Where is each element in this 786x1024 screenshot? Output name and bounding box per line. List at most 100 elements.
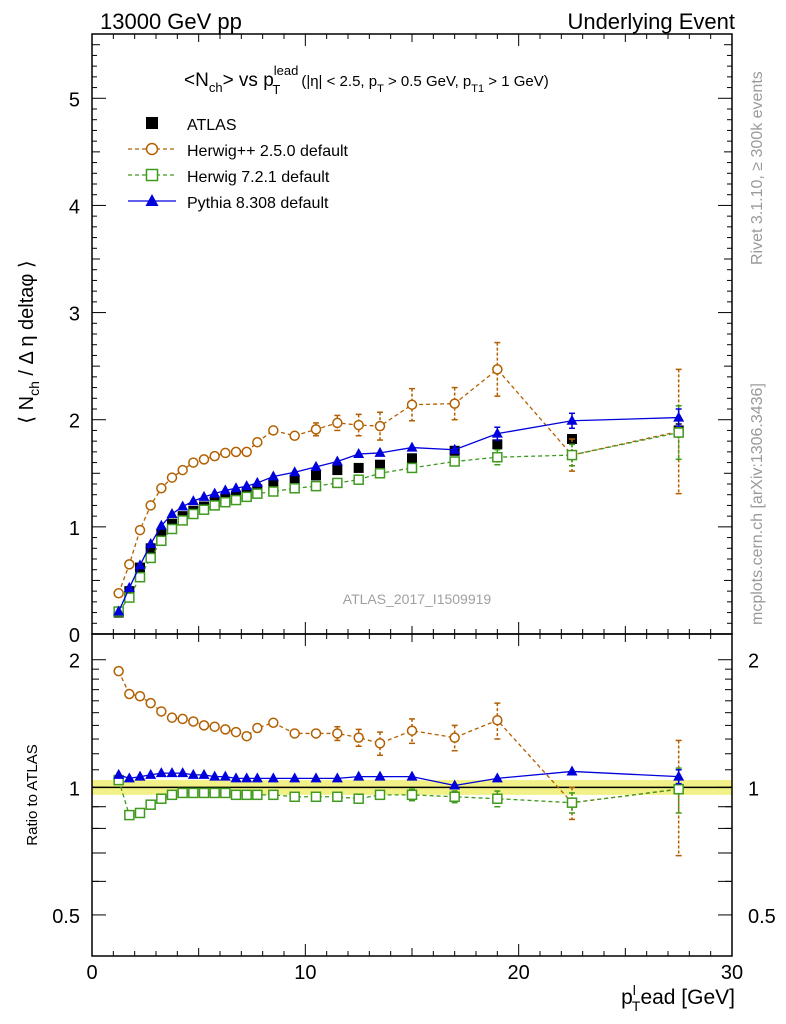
ratio-pythia-point — [113, 768, 125, 779]
ratio-axis-ticks: 0 10 20 30 0.5 0.5 1 1 2 2 — [52, 634, 776, 984]
ratio-herwig7-point — [124, 809, 135, 821]
title-cuts-sub-t: T — [377, 83, 384, 95]
ratio-herwigpp-point — [198, 720, 210, 731]
ratio-herwig7-point — [289, 791, 300, 803]
main-pythia-point — [177, 500, 189, 511]
legend-marker-atlas — [146, 117, 158, 129]
main-herwigpp-point — [113, 588, 124, 599]
ratio-pythia-point — [374, 770, 386, 781]
x-label-p: p — [621, 986, 633, 1009]
rivet-version-label: Rivet 3.1.10, ≥ 300k events — [749, 71, 766, 265]
main-y-tick-label: 3 — [69, 304, 80, 326]
main-herwig7-point — [406, 462, 418, 474]
main-pythia-point — [187, 495, 199, 506]
main-herwigpp-point — [220, 447, 231, 459]
main-herwigpp-point — [124, 559, 135, 570]
main-pythia-point — [198, 490, 210, 501]
ratio-herwig7-point — [156, 793, 167, 804]
main-herwigpp-point — [289, 430, 300, 442]
legend-label-pythia: Pythia 8.308 default — [187, 195, 329, 212]
ratio-pythia-point — [134, 770, 146, 781]
main-herwig7-point — [252, 488, 263, 499]
main-herwig7-point — [566, 449, 578, 461]
main-y-tick-label: 5 — [69, 89, 80, 111]
main-pythia-point — [289, 466, 301, 477]
main-herwig7-point — [268, 486, 279, 497]
ratio-herwig7-point — [252, 789, 263, 801]
x-label-rest: ead [GeV] — [640, 986, 735, 1009]
main-pythia-point — [310, 460, 322, 471]
ratio-herwig7-point — [177, 787, 188, 799]
main-herwigpp-point — [310, 424, 322, 435]
ratio-pythia-point — [353, 770, 365, 781]
main-pythia-point — [113, 605, 125, 616]
title-sup-lead: lead — [274, 63, 299, 78]
ratio-herwigpp-point — [252, 722, 263, 734]
main-herwig7-point — [166, 523, 178, 535]
ratio-pythia-point — [177, 767, 189, 778]
ratio-herwigpp-point — [230, 726, 242, 738]
legend-marker-pythia — [145, 194, 159, 206]
main-atlas-point — [156, 529, 167, 540]
main-atlas-point — [311, 470, 321, 481]
ratio-herwigpp-point — [166, 712, 178, 723]
ratio-pythia-point — [145, 768, 157, 779]
ratio-herwig7-point — [209, 787, 220, 799]
ratio-herwigpp-point — [134, 691, 146, 702]
ratio-y-axis-label: Ratio to ATLAS — [24, 744, 41, 845]
ratio-herwigpp-point — [145, 697, 156, 709]
ratio-herwigpp-point — [188, 716, 199, 727]
legend-marker-herwig7 — [145, 168, 159, 182]
ratio-data-marks — [92, 665, 732, 857]
ratio-herwigpp-point — [268, 717, 279, 729]
legend-label-herwig7: Herwig 7.2.1 default — [187, 169, 330, 186]
main-herwig7-point — [492, 451, 503, 463]
ratio-herwigpp-point — [374, 738, 386, 749]
main-axis-ticks: 0 1 2 3 4 5 — [69, 33, 733, 647]
ratio-herwig7-point — [230, 789, 242, 801]
title-text-b: > vs p — [223, 70, 274, 91]
main-pythia-point — [566, 414, 578, 425]
main-pythia-point — [673, 411, 685, 422]
main-herwigpp-point — [252, 436, 263, 448]
ratio-pythia-point — [187, 768, 199, 779]
ratio-herwig7-point — [166, 789, 178, 801]
ratio-y-tick-label: 2 — [69, 651, 80, 673]
main-atlas-point — [353, 462, 364, 473]
ratio-herwig7-point — [332, 791, 343, 803]
main-pythia-point — [209, 487, 221, 498]
main-pythia-point — [145, 538, 157, 548]
main-herwigpp-point — [492, 364, 503, 375]
ratio-pythia-point — [155, 767, 167, 778]
ratio-herwig7-point — [220, 787, 231, 799]
main-atlas-point — [332, 465, 343, 476]
title-text-a: <N — [184, 70, 209, 91]
main-pythia-point — [331, 455, 343, 466]
ratio-herwig7-point — [673, 783, 684, 795]
main-herwig7-point — [673, 427, 684, 438]
main-herwigpp-point — [134, 524, 146, 536]
ratio-herwigpp-point — [113, 665, 124, 677]
x-label-sup: l — [633, 982, 636, 998]
ratio-herwig7-point — [492, 793, 503, 804]
main-atlas-point — [375, 459, 385, 470]
ratio-y-tick-label-right: 0.5 — [748, 906, 776, 928]
ratio-herwigpp-point — [241, 730, 252, 742]
main-herwig7-point — [353, 474, 364, 485]
main-herwigpp-point — [209, 450, 220, 462]
ratio-herwigpp-point — [124, 688, 135, 700]
main-atlas-point — [289, 474, 300, 485]
main-y-tick-label: 1 — [69, 518, 80, 540]
main-herwig7-point — [198, 504, 210, 515]
main-y-axis-label: ⟨ Nch / Δ η deltaφ ⟩ — [16, 260, 42, 423]
main-herwigpp-point — [177, 464, 188, 476]
analysis-id-label: ATLAS_2017_I1509919 — [343, 591, 492, 607]
legend-markers — [128, 117, 176, 206]
ratio-herwigpp-point — [353, 732, 364, 743]
main-herwigpp-point — [406, 399, 418, 410]
ratio-herwig7-point — [198, 787, 210, 799]
ratio-herwigpp-point — [492, 714, 503, 726]
ratio-herwigpp-point — [332, 728, 343, 739]
